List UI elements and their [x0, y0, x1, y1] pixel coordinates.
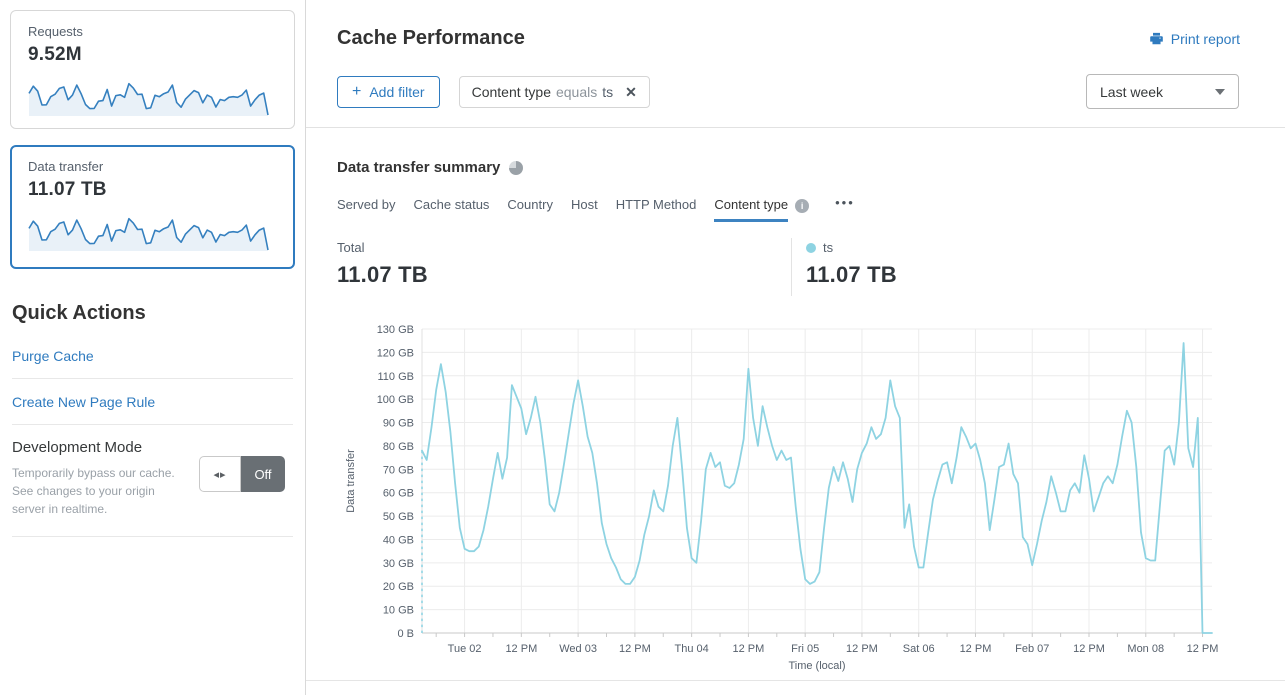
- y-tick-label: 0 B: [397, 628, 414, 640]
- add-filter-label: Add filter: [369, 84, 425, 100]
- development-mode-title: Development Mode: [12, 439, 143, 456]
- sparkline-chart: [28, 217, 269, 251]
- data-transfer-chart[interactable]: 0 B 10 GB 20 GB 30 GB 40 GB 50 GB 60 GB 70 GB 80…: [336, 322, 1221, 674]
- x-tick-label: Fri 05: [791, 643, 819, 655]
- legend-divider: [791, 238, 792, 296]
- filter-chip-operator: equals: [555, 84, 598, 100]
- total-block: Total 11.07 TB: [337, 240, 428, 288]
- x-tick-label: Feb 07: [1015, 643, 1049, 655]
- legend-series-dot: [806, 242, 816, 253]
- quick-actions-title: Quick Actions: [12, 302, 146, 324]
- toggle-arrows-icon[interactable]: ◂▸: [199, 456, 241, 492]
- x-tick-label: Mon 08: [1127, 643, 1164, 655]
- bottom-divider: [306, 680, 1285, 681]
- tab-label: Country: [507, 197, 553, 212]
- series-line-ts: [421, 342, 1213, 634]
- printer-icon: [1149, 32, 1164, 46]
- caret-down-icon: [1215, 88, 1225, 95]
- filter-row: + Add filter Content type equals ts ✕: [337, 76, 650, 108]
- tab-label: HTTP Method: [615, 197, 697, 212]
- y-tick-label: 130 GB: [377, 324, 414, 336]
- total-value: 11.07 TB: [337, 262, 428, 287]
- x-tick-label: Tue 02: [448, 643, 482, 655]
- y-tick-label: 70 GB: [383, 464, 414, 476]
- time-range-select[interactable]: Last week: [1086, 74, 1239, 109]
- quick-actions-section: Quick Actions Purge Cache Create New Page…: [10, 302, 295, 537]
- plus-icon: +: [352, 83, 362, 100]
- tab-host[interactable]: Host: [571, 197, 598, 222]
- page-title: Cache Performance: [337, 27, 525, 49]
- x-tick-label: 12 PM: [1073, 643, 1105, 655]
- filter-chip-value: ts: [602, 84, 614, 100]
- summary-tabs: Served by Cache status Country Host HTTP Met…: [337, 195, 855, 222]
- y-tick-label: 30 GB: [383, 558, 414, 570]
- x-tick-label: Wed 03: [559, 643, 597, 655]
- metric-cards: Requests 9.52M Data transfer 11.07 TB: [10, 10, 295, 269]
- add-filter-button[interactable]: + Add filter: [337, 76, 440, 108]
- card-value: 11.07 TB: [28, 179, 107, 200]
- info-icon[interactable]: i: [795, 198, 810, 213]
- main-panel: Cache Performance Print report + Add fil…: [305, 0, 1285, 695]
- sidebar: Requests 9.52M Data transfer 11.07 TB Quick…: [0, 0, 305, 695]
- tab-label: Host: [570, 197, 598, 212]
- pie-chart-icon: [509, 160, 524, 175]
- tab-content-type[interactable]: Content type i: [714, 197, 810, 222]
- purge-cache-link[interactable]: Purge Cache: [12, 333, 293, 379]
- total-label: Total: [337, 240, 365, 255]
- y-tick-label: 10 GB: [383, 605, 414, 617]
- summary-title-label: Data transfer summary: [337, 159, 501, 176]
- summary-title: Data transfer summary: [337, 159, 524, 176]
- y-tick-label: 120 GB: [377, 347, 414, 359]
- x-axis-title: Time (local): [788, 660, 845, 672]
- y-tick-label: 90 GB: [383, 418, 414, 430]
- x-tick-label: 12 PM: [505, 643, 537, 655]
- y-tick-label: 100 GB: [377, 394, 414, 406]
- legend-series-label: ts: [823, 240, 834, 255]
- y-tick-label: 40 GB: [383, 534, 414, 546]
- y-tick-label: 60 GB: [383, 488, 414, 500]
- y-tick-label: 80 GB: [383, 441, 414, 453]
- legend-block: ts 11.07 TB: [806, 240, 897, 288]
- x-tick-label: 12 PM: [1187, 643, 1219, 655]
- metric-card-data-transfer[interactable]: Data transfer 11.07 TB: [10, 145, 295, 269]
- metric-card-requests[interactable]: Requests 9.52M: [10, 10, 295, 129]
- x-tick-label: 12 PM: [733, 643, 765, 655]
- y-axis-title: Data transfer: [345, 449, 357, 513]
- y-tick-label: 20 GB: [383, 581, 414, 593]
- card-label: Data transfer: [28, 159, 104, 174]
- print-report-button[interactable]: Print report: [1149, 31, 1240, 47]
- print-report-label: Print report: [1170, 31, 1240, 47]
- tab-served-by[interactable]: Served by: [337, 197, 396, 222]
- create-new-page-rule-link[interactable]: Create New Page Rule: [12, 379, 293, 425]
- tab-label: Served by: [337, 197, 396, 212]
- chart-grid: [421, 328, 1212, 637]
- filter-chip[interactable]: Content type equals ts ✕: [458, 76, 650, 108]
- tab-http-method[interactable]: HTTP Method: [616, 197, 697, 222]
- filter-chip-field: Content type: [471, 84, 551, 100]
- card-value: 9.52M: [28, 44, 82, 65]
- quick-actions-links: Purge Cache Create New Page Rule: [12, 333, 293, 425]
- more-tabs-ellipsis-icon[interactable]: •••: [835, 195, 855, 210]
- time-range-value: Last week: [1100, 83, 1164, 100]
- tab-country[interactable]: Country: [507, 197, 553, 222]
- x-tick-label: Thu 04: [675, 643, 709, 655]
- tab-label: Content type: [714, 197, 789, 222]
- tab-label: Cache status: [413, 197, 490, 212]
- development-mode-section: Development Mode Temporarily bypass our …: [12, 439, 293, 537]
- development-mode-toggle[interactable]: ◂▸ Off: [199, 456, 285, 492]
- development-mode-description: Temporarily bypass our cache. See change…: [12, 466, 175, 516]
- remove-filter-icon[interactable]: ✕: [625, 83, 637, 100]
- x-tick-label: Sat 06: [903, 643, 935, 655]
- tab-cache-status[interactable]: Cache status: [414, 197, 490, 222]
- x-tick-label: 12 PM: [846, 643, 878, 655]
- x-tick-label: 12 PM: [960, 643, 992, 655]
- y-tick-label: 50 GB: [383, 511, 414, 523]
- toggle-state-label: Off: [241, 456, 285, 492]
- y-tick-label: 110 GB: [378, 371, 415, 383]
- header-divider: [306, 127, 1285, 128]
- card-label: Requests: [28, 24, 83, 39]
- x-tick-label: 12 PM: [619, 643, 651, 655]
- sparkline-chart: [28, 82, 269, 116]
- legend-series-value: 11.07 TB: [806, 262, 897, 287]
